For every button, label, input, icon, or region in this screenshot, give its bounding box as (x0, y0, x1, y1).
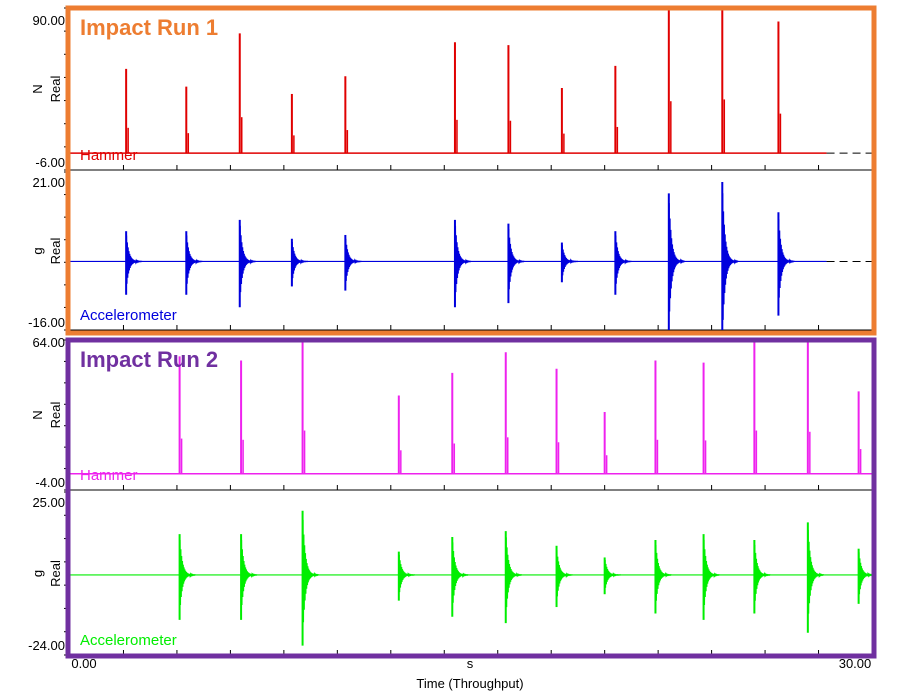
accel-response (807, 529, 825, 628)
x-unit-label: s (467, 656, 474, 671)
channel-label: Accelerometer (80, 307, 177, 324)
accel-response (454, 225, 472, 304)
y-tick-label: 21.00 (32, 175, 65, 190)
accel-response (451, 542, 469, 613)
accel-response (753, 544, 771, 611)
y-axis-label: Real (48, 560, 63, 587)
run-frame-1 (65, 5, 877, 336)
accel-response (291, 241, 309, 285)
x-tick-end: 30.00 (839, 656, 872, 671)
channel-label: Accelerometer (80, 632, 177, 649)
accel-response (178, 539, 196, 616)
accel-response (702, 539, 720, 616)
y-tick-label: 64.00 (32, 335, 65, 350)
y-axis-label: Real (48, 402, 63, 429)
panel-1-hammer: 64.00 -4.00 N Real Hammer (30, 335, 873, 491)
accel-response (555, 549, 573, 605)
accel-response (239, 225, 256, 304)
y-unit-label: N (30, 84, 45, 93)
run-title-2: Impact Run 2 (80, 347, 218, 372)
accel-response (668, 203, 686, 330)
x-tick-start: 0.00 (71, 656, 96, 671)
x-axis-label: Time (Throughput) (416, 676, 523, 691)
y-axis-label: Real (48, 76, 63, 103)
y-axis-label: Real (48, 238, 63, 265)
accel-response (507, 228, 525, 300)
accel-response (721, 193, 739, 331)
accel-response (398, 554, 415, 599)
y-tick-label: -6.00 (35, 155, 65, 170)
accel-response (301, 519, 319, 640)
channel-label: Hammer (80, 147, 138, 164)
accel-response (654, 544, 672, 611)
run-frame-2 (65, 337, 877, 659)
accel-response (777, 219, 795, 311)
channel-label: Hammer (80, 467, 138, 484)
y-tick-label: 90.00 (32, 13, 65, 28)
accel-response (125, 235, 143, 292)
accel-response (505, 537, 523, 619)
y-tick-label: -4.00 (35, 475, 65, 490)
accel-response (604, 559, 621, 593)
y-tick-label: -24.00 (28, 638, 65, 653)
y-unit-label: N (30, 410, 45, 419)
panel-1-accelerometer: 25.00 -24.00 g Real Accelerometer (28, 491, 875, 656)
accel-response (344, 238, 362, 288)
accel-response (561, 245, 579, 281)
run-title-1: Impact Run 1 (80, 15, 218, 40)
accel-response (614, 235, 632, 292)
accel-response (240, 539, 258, 616)
y-unit-label: g (30, 570, 45, 577)
y-tick-label: -16.00 (28, 315, 65, 330)
y-unit-label: g (30, 247, 45, 254)
y-tick-label: 25.00 (32, 495, 65, 510)
accel-response (185, 235, 203, 292)
panel-0-accelerometer: 21.00 -16.00 g Real Accelerometer (28, 171, 873, 331)
